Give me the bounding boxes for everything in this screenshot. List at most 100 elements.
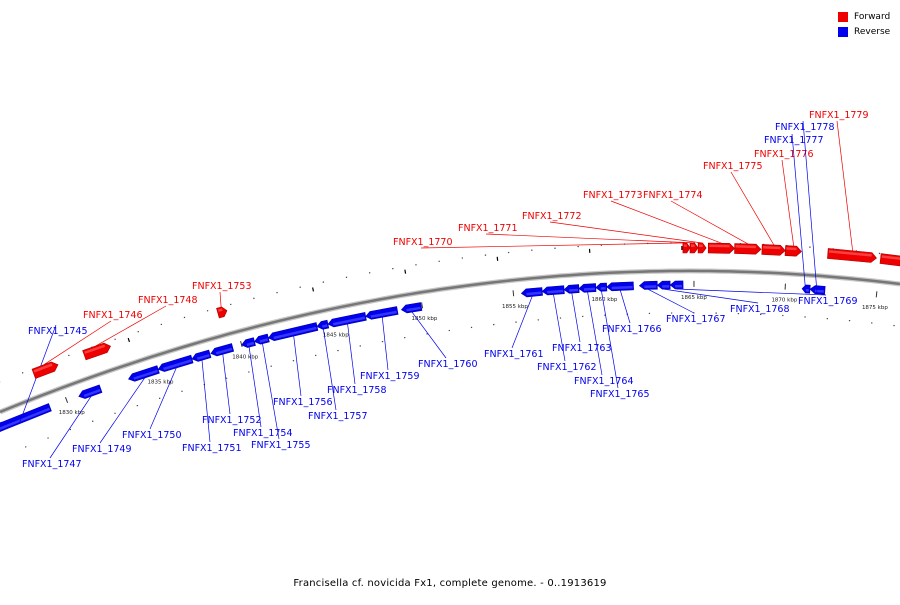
minor-dot-upper	[577, 246, 578, 247]
gene-label: FNFX1_1766	[602, 324, 662, 335]
scale-tick	[422, 302, 423, 308]
minor-dot-upper	[207, 310, 208, 311]
forward-swatch	[838, 12, 848, 22]
minor-dot-upper	[276, 292, 277, 293]
gene-arrow-fnfx1-1771-highlight	[691, 244, 695, 247]
minor-dot-upper	[323, 281, 324, 282]
scale-tick	[241, 341, 243, 347]
minor-dot-upper	[230, 304, 231, 305]
minor-dot-upper	[879, 253, 880, 254]
scale-tick-label: 1840 kbp	[232, 355, 258, 361]
minor-dot-upper	[184, 317, 185, 318]
scale-tick-label: 1875 kbp	[862, 305, 888, 311]
gene-label: FNFX1_1753	[192, 281, 252, 292]
gene-label: FNFX1_1768	[730, 304, 790, 315]
gene-label: FNFX1_1769	[798, 296, 858, 307]
gene-leader-line	[671, 201, 748, 244]
minor-dot-lower	[382, 341, 383, 342]
gene-leader-line	[150, 368, 176, 429]
gene-leader-line	[421, 243, 686, 248]
gene-label: FNFX1_1776	[754, 149, 814, 160]
strand-marker	[405, 270, 406, 274]
strand-marker	[128, 338, 129, 342]
minor-dot-lower	[25, 446, 26, 447]
gene-label: FNFX1_1774	[643, 190, 703, 201]
gene-leader-line	[220, 292, 221, 307]
gene-label: FNFX1_1752	[202, 415, 262, 426]
gene-label: FNFX1_1761	[484, 349, 544, 360]
gene-label: FNFX1_1772	[522, 211, 582, 222]
minor-dot-upper	[415, 264, 416, 265]
gene-label: FNFX1_1754	[233, 428, 293, 439]
gene-arrow-fnfx1-1772-highlight	[699, 245, 703, 248]
minor-dot-upper	[299, 287, 300, 288]
gene-arrow-fnfx1-1767-highlight	[644, 285, 656, 288]
gene-arrow-fnfx1-1775	[762, 244, 786, 255]
legend-item-forward: Forward	[838, 9, 890, 24]
gene-arrow-fnfx1-1772	[698, 243, 706, 253]
figure-caption: Francisella cf. novicida Fx1, complete g…	[0, 578, 900, 589]
minor-dot-lower	[404, 337, 405, 338]
gene-leader-line	[620, 290, 630, 323]
gene-leader-line	[223, 354, 230, 414]
gene-label: FNFX1_1759	[360, 371, 420, 382]
gene-leader-line	[731, 172, 774, 245]
backbone	[0, 271, 900, 412]
minor-dot-upper	[161, 324, 162, 325]
gene-arrow-fnfx1-1773-highlight	[709, 245, 729, 248]
gene-label: FNFX1_1758	[327, 385, 387, 396]
gene-label: FNFX1_1773	[583, 190, 643, 201]
minor-dot-lower	[360, 345, 361, 346]
gene-label: FNFX1_1751	[182, 443, 242, 454]
gene-label: FNFX1_1779	[809, 110, 869, 121]
minor-dot-upper	[485, 254, 486, 255]
gene-leader-line	[486, 234, 694, 243]
minor-dot-lower	[315, 355, 316, 356]
gene-label: FNFX1_1764	[574, 376, 634, 387]
minor-dot-upper	[462, 257, 463, 258]
minor-dot-lower	[538, 319, 539, 320]
minor-dot-lower	[449, 330, 450, 331]
minor-dot-lower	[114, 413, 115, 414]
gene-arrow-fnfx1-1777-highlight	[806, 289, 810, 292]
gene-label: FNFX1_1755	[251, 440, 311, 451]
minor-dot-lower	[515, 321, 516, 322]
legend: Forward Reverse	[838, 9, 890, 39]
gene-leader-line	[382, 317, 388, 370]
scale-tick	[876, 291, 877, 297]
gene-label: FNFX1_1750	[122, 430, 182, 441]
gene-label: FNFX1_1762	[537, 362, 597, 373]
gene-label: FNFX1_1745	[28, 326, 88, 337]
gene-label: FNFX1_1756	[273, 397, 333, 408]
legend-item-reverse: Reverse	[838, 24, 890, 39]
minor-dot-upper	[22, 372, 23, 373]
gene-leader-line	[782, 160, 794, 246]
scale-tick-label: 1870 kbp	[771, 298, 797, 304]
minor-dot-lower	[92, 421, 93, 422]
gene-leader-line	[611, 201, 722, 243]
minor-dot-lower	[181, 391, 182, 392]
strand-marker	[313, 288, 314, 292]
gene-leader-line	[803, 121, 817, 294]
gene-leader-line	[837, 121, 853, 251]
minor-dot-lower	[471, 327, 472, 328]
gene-label: FNFX1_1778	[775, 122, 835, 133]
scale-tick-label: 1855 kbp	[502, 304, 528, 310]
minor-dot-lower	[47, 437, 48, 438]
minor-dot-upper	[346, 277, 347, 278]
gene-arrow-fnfx1-1768-highlight	[662, 285, 669, 288]
legend-label-reverse: Reverse	[854, 27, 890, 37]
minor-dot-lower	[270, 366, 271, 367]
gene-label: FNFX1_1747	[22, 459, 82, 470]
minor-dot-upper	[138, 331, 139, 332]
gene-label: FNFX1_1748	[138, 295, 198, 306]
gene-arrow-fnfx1-1769-highlight	[675, 285, 682, 288]
minor-dot-lower	[337, 350, 338, 351]
minor-dot-upper	[253, 298, 254, 299]
minor-dot-lower	[560, 317, 561, 318]
minor-dot-lower	[893, 325, 894, 326]
minor-dot-lower	[804, 316, 805, 317]
gene-leader-line	[348, 324, 355, 384]
minor-dot-upper	[531, 250, 532, 251]
